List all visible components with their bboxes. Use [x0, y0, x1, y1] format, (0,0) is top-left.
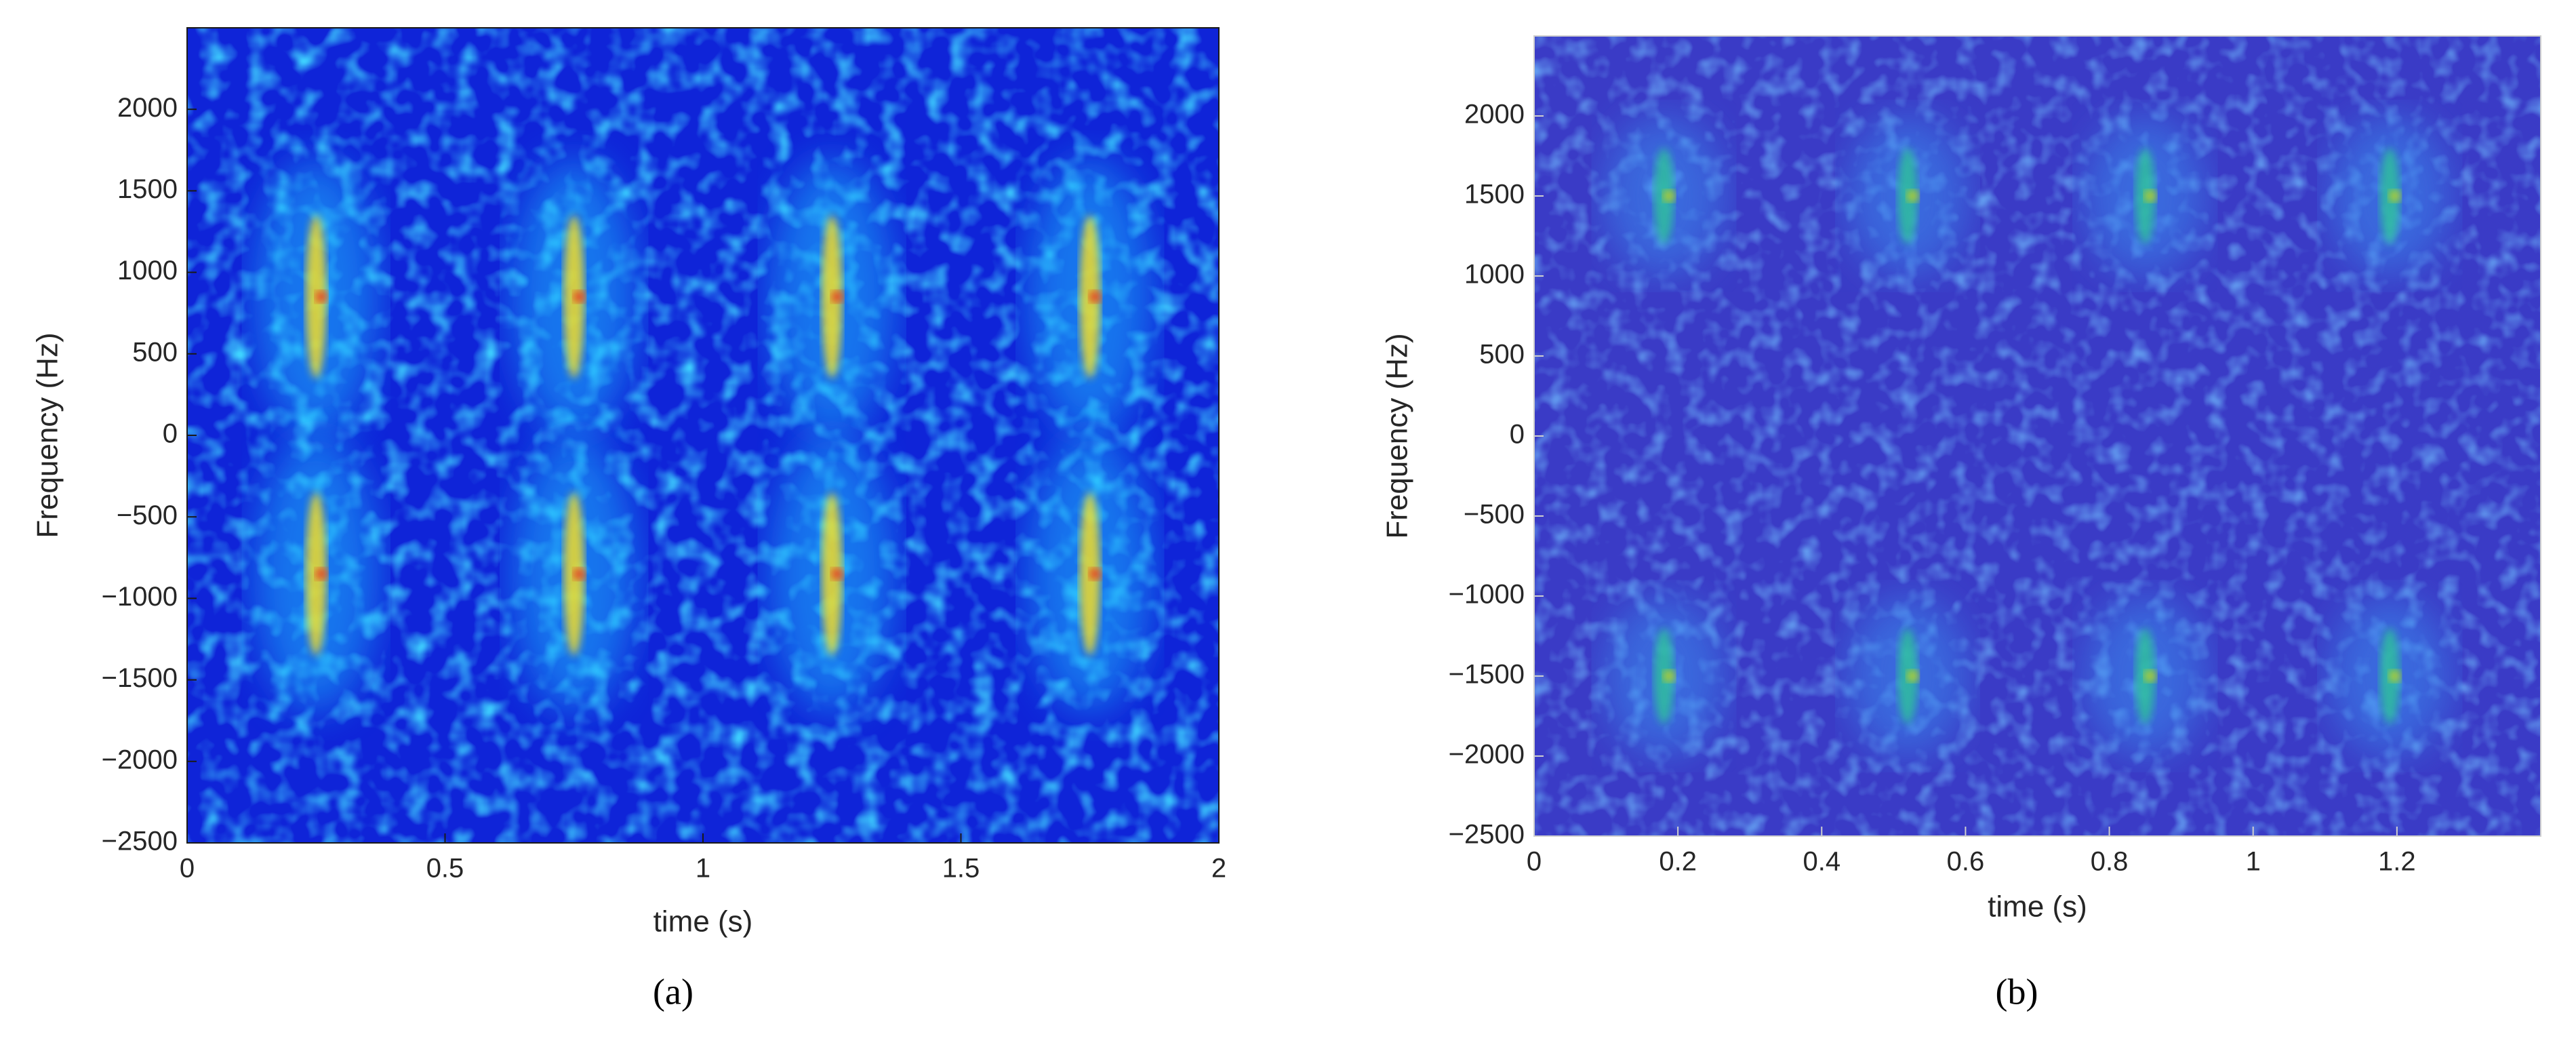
energy-peak	[573, 290, 586, 303]
x-tick-label: 1	[696, 854, 710, 884]
x-tick-label: 0.2	[1659, 847, 1697, 877]
energy-peak	[1906, 190, 1919, 202]
y-tick-label: −500	[117, 500, 178, 530]
energy-peak	[2144, 190, 2156, 202]
energy-regions	[254, 158, 1152, 713]
energy-peak	[2144, 670, 2156, 682]
y-tick-label: 1000	[1464, 260, 1525, 290]
energy-peak	[1089, 290, 1102, 303]
x-tick-label: 1.5	[942, 854, 980, 884]
x-axis-label: time (s)	[653, 905, 753, 939]
y-axis-label: Frequency (Hz)	[1381, 333, 1414, 538]
x-tick-label: 0.6	[1947, 847, 1985, 877]
y-tick-label: 1500	[1464, 180, 1525, 210]
panel-caption: (b)	[1996, 971, 2038, 1012]
y-tick-label: −500	[1464, 500, 1525, 530]
spectrogram	[187, 28, 1219, 843]
panel: −2500 −2000 −1500 −1000 −500 0 500 1000 1500 2000…	[1381, 35, 2541, 1012]
y-tick-label: 0	[163, 419, 178, 449]
y-tick-label: 500	[1479, 340, 1525, 370]
x-tick-label: 0.8	[2091, 847, 2129, 877]
y-tick-label: 2000	[1464, 100, 1525, 130]
x-tick-label: 0	[180, 854, 195, 884]
energy-peak	[1906, 670, 1919, 682]
energy-peak	[1662, 190, 1675, 202]
x-axis-label: time (s)	[1988, 890, 2087, 924]
energy-peak	[830, 290, 843, 303]
x-tick-label: 0	[1527, 847, 1542, 877]
y-tick-label: −2500	[1449, 820, 1525, 850]
y-tick-label: −1000	[1449, 580, 1525, 610]
y-tick-label: −1500	[102, 663, 178, 693]
spectrogram-noise	[187, 28, 1219, 843]
panel: −2500 −2000 −1500 −1000 −500 0 500 1000 1500 2000…	[31, 27, 1226, 1012]
y-tick-label: 1500	[117, 174, 178, 204]
x-tick-label: 2	[1211, 854, 1226, 884]
spectrogram	[1534, 36, 2541, 836]
energy-peak	[315, 290, 327, 303]
x-tick-label: 1	[2246, 847, 2261, 877]
y-tick-label: 2000	[117, 93, 178, 123]
energy-peak	[2388, 190, 2401, 202]
y-tick-label: −2500	[102, 827, 178, 856]
x-tick-label: 1.2	[2378, 847, 2416, 877]
x-tick-label: 0.4	[1803, 847, 1840, 877]
energy-peak	[830, 568, 843, 580]
energy-peak	[573, 568, 586, 580]
y-tick-label: 1000	[117, 256, 178, 285]
y-tick-label: −1500	[1449, 660, 1525, 690]
y-tick-label: −2000	[102, 745, 178, 774]
y-tick-label: −1000	[102, 582, 178, 612]
energy-peak	[1089, 568, 1102, 580]
y-axis-label: Frequency (Hz)	[31, 332, 64, 538]
panel-caption: (a)	[653, 971, 693, 1012]
energy-peak	[1662, 670, 1675, 682]
y-tick-label: 500	[132, 337, 178, 367]
energy-peak	[315, 568, 327, 580]
y-tick-label: 0	[1510, 420, 1525, 450]
x-tick-label: 0.5	[426, 854, 464, 884]
energy-peak	[2388, 670, 2401, 682]
energy-regions	[1603, 116, 2451, 756]
y-tick-label: −2000	[1449, 740, 1525, 770]
